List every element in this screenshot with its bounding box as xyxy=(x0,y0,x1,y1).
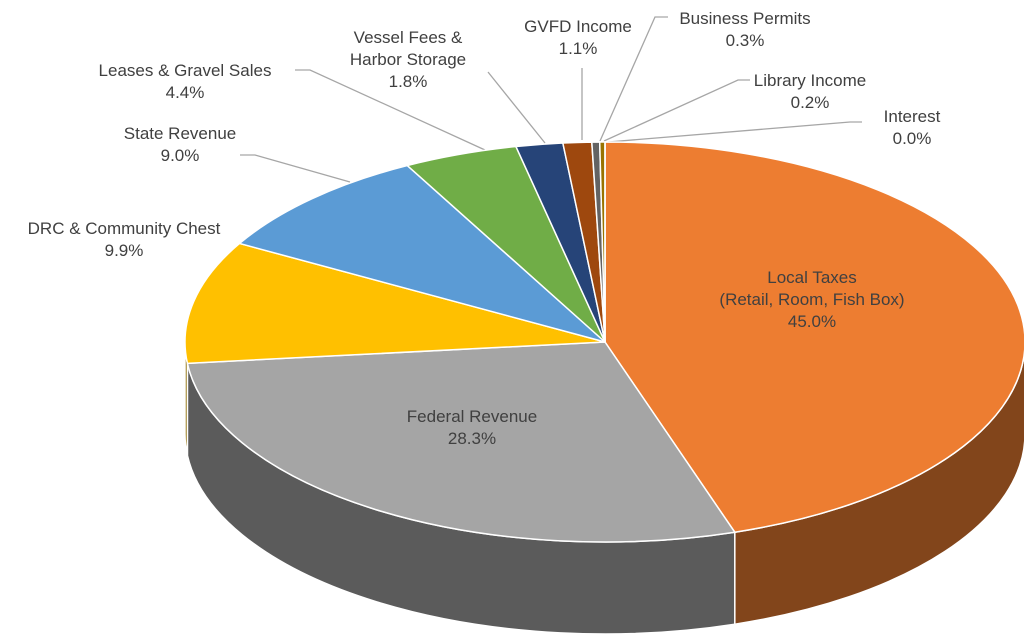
leader-lines xyxy=(240,16,862,183)
category-label: Business Permits xyxy=(679,9,811,28)
data-label: Business Permits 0.3% xyxy=(679,8,810,52)
category-label: Vessel Fees & Harbor Storage xyxy=(349,28,467,69)
category-label: Local Taxes (Retail, Room, Fish Box) xyxy=(719,268,905,309)
data-label: Federal Revenue 28.3% xyxy=(407,406,537,450)
category-label: Interest xyxy=(883,107,941,126)
leader-line xyxy=(603,79,750,142)
slice xyxy=(237,164,606,343)
data-label: Leases & Gravel Sales 4.4% xyxy=(99,60,272,104)
category-label: Federal Revenue xyxy=(406,407,538,426)
leader-line xyxy=(487,71,546,144)
data-label: Local Taxes (Retail, Room, Fish Box) 45.0… xyxy=(719,267,904,333)
value-label: 45.0% xyxy=(787,312,837,331)
category-label: State Revenue xyxy=(123,124,237,143)
slice xyxy=(604,141,1024,534)
category-label: Leases & Gravel Sales xyxy=(98,61,272,80)
value-label: 1.1% xyxy=(558,39,598,58)
value-label: 1.8% xyxy=(388,72,428,91)
value-label: 9.9% xyxy=(104,241,144,260)
category-label: DRC & Community Chest xyxy=(27,219,221,238)
slice xyxy=(184,242,606,365)
pie-layer xyxy=(184,141,1024,543)
value-label: 4.4% xyxy=(165,83,205,102)
value-label: 28.3% xyxy=(447,429,497,448)
data-label: Interest 0.0% xyxy=(884,106,941,150)
leader-line xyxy=(240,154,351,183)
data-label: Library Income 0.2% xyxy=(754,70,866,114)
value-label: 0.3% xyxy=(725,31,765,50)
data-label: Vessel Fees & Harbor Storage 1.8% xyxy=(350,27,466,93)
category-label: Library Income xyxy=(753,71,867,90)
data-label: DRC & Community Chest 9.9% xyxy=(28,218,221,262)
leader-line xyxy=(295,69,486,151)
category-label: GVFD Income xyxy=(524,17,632,36)
data-label: State Revenue 9.0% xyxy=(124,123,236,167)
leader-line xyxy=(607,121,862,143)
value-label: 9.0% xyxy=(160,146,200,165)
value-label: 0.2% xyxy=(790,93,830,112)
slice xyxy=(186,341,737,543)
data-label: GVFD Income 1.1% xyxy=(524,16,632,60)
leader-line xyxy=(599,16,668,142)
value-label: 0.0% xyxy=(892,129,932,148)
